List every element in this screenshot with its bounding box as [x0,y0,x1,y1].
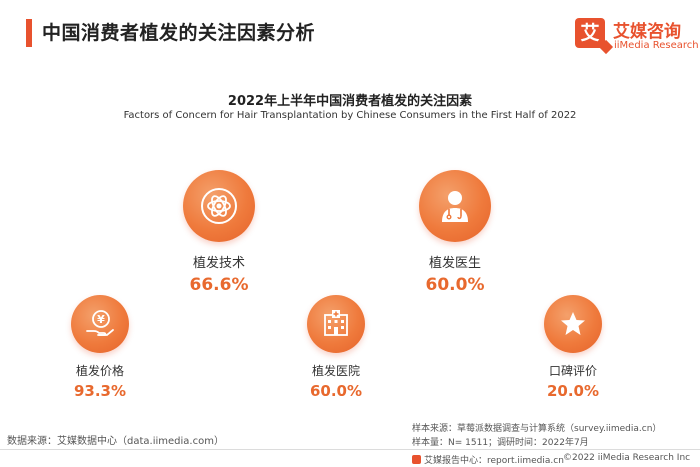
factor-item-price: ¥ 植发价格 93.3% [30,295,170,400]
factor-item-doctor: 植发医生 60.0% [385,170,525,295]
svg-text:¥: ¥ [97,313,105,326]
report-center-text: 艾媒报告中心：report.iimedia.cn [412,453,564,466]
atom-icon [201,188,237,224]
factor-circle [419,170,491,242]
logo-cn-text: 艾媒咨询 [613,22,681,42]
copyright-text: ©2022 iiMedia Research Inc [563,453,691,463]
data-source-note: 数据来源：艾媒数据中心（data.iimedia.com） [7,436,224,447]
footer-divider [0,449,700,450]
factor-item-reputation: 口碑评价 20.0% [503,295,643,400]
factor-value: 66.6% [189,275,249,295]
star-icon [561,312,585,335]
page-title: 中国消费者植发的关注因素分析 [42,22,316,44]
factor-label: 植发医生 [428,256,481,271]
factor-circle [307,295,365,353]
factor-value: 60.0% [309,382,363,400]
report-center-label: 艾媒报告中心：report.iimedia.cn [424,456,564,466]
title-accent-bar [26,19,32,47]
factor-value: 20.0% [546,382,600,400]
factor-value: 93.3% [73,382,127,400]
factor-circle [544,295,602,353]
factor-circle [183,170,255,242]
iimedia-logo: 艾 艾媒咨询 iiMedia Research [575,18,699,56]
sample-source-note: 样本来源：草莓派数据调查与计算系统（survey.iimedia.cn） [412,424,662,434]
chart-title: 2022年上半年中国消费者植发的关注因素 [227,94,473,109]
factor-circle: ¥ [71,295,129,353]
factor-label: 植发医院 [311,364,360,378]
factor-value: 60.0% [425,275,485,295]
sample-size-note: 样本量：N= 1511；调研时间：2022年7月 [412,438,589,448]
logo-mini-icon [412,455,421,464]
hospital-icon [324,310,348,336]
money-hand-icon: ¥ [86,310,114,336]
logo-badge [575,18,605,48]
factor-label: 口碑评价 [548,364,597,378]
factor-label: 植发技术 [192,256,245,271]
logo-badge-char: 艾 [580,22,600,44]
factor-label: 植发价格 [75,364,124,378]
chart-subtitle: Factors of Concern for Hair Transplantat… [123,110,577,121]
logo-en-text: iiMedia Research [614,40,699,51]
factor-item-hospital: 植发医院 60.0% [266,295,406,400]
factor-item-technology: 植发技术 66.6% [149,170,289,295]
doctor-icon [442,191,468,222]
